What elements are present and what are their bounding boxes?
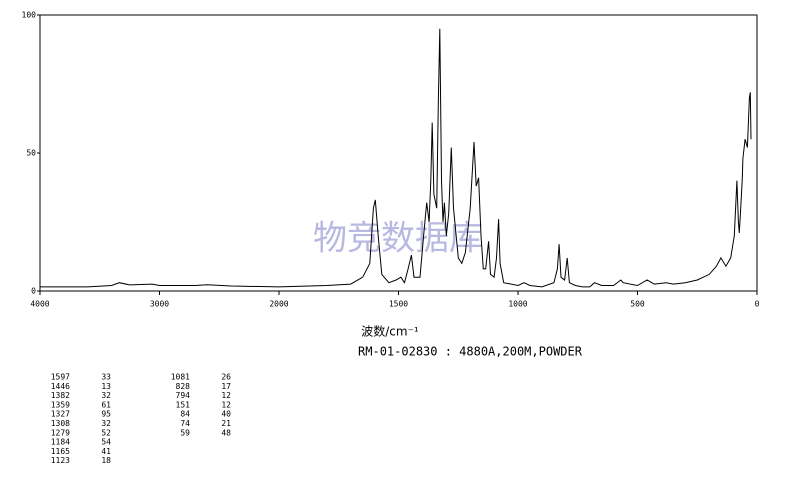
y-tick-label: 100 bbox=[22, 11, 37, 20]
peak-position: 84 bbox=[180, 410, 190, 419]
peak-intensity: 13 bbox=[101, 382, 111, 391]
peak-intensity: 26 bbox=[221, 373, 231, 382]
y-tick-label: 0 bbox=[31, 287, 36, 296]
peak-position: 1597 bbox=[51, 373, 70, 382]
peak-position: 794 bbox=[176, 391, 191, 400]
peak-intensity: 61 bbox=[101, 400, 111, 409]
peak-position: 1382 bbox=[51, 391, 70, 400]
peak-position: 1359 bbox=[51, 400, 70, 409]
x-tick-label: 2000 bbox=[269, 300, 288, 309]
peak-intensity: 12 bbox=[221, 400, 231, 409]
y-tick-label: 50 bbox=[26, 149, 36, 158]
peak-intensity: 48 bbox=[221, 428, 231, 437]
peak-intensity: 41 bbox=[101, 447, 111, 456]
peak-position: 74 bbox=[180, 419, 190, 428]
peak-position: 1081 bbox=[171, 373, 190, 382]
x-tick-label: 4000 bbox=[30, 300, 49, 309]
x-tick-label: 0 bbox=[755, 300, 760, 309]
peak-position: 59 bbox=[180, 428, 190, 437]
peak-position: 1279 bbox=[51, 428, 70, 437]
peak-position: 151 bbox=[176, 400, 191, 409]
peak-intensity: 17 bbox=[221, 382, 231, 391]
x-axis-label: 波数/cm⁻¹ bbox=[361, 324, 419, 339]
peak-intensity: 95 bbox=[101, 410, 111, 419]
peak-position: 1184 bbox=[51, 438, 70, 447]
peak-intensity: 12 bbox=[221, 391, 231, 400]
peak-position: 1327 bbox=[51, 410, 70, 419]
peak-intensity: 33 bbox=[101, 373, 111, 382]
peak-intensity: 54 bbox=[101, 438, 111, 447]
peak-intensity: 18 bbox=[101, 456, 111, 465]
x-tick-label: 1500 bbox=[389, 300, 408, 309]
peak-position: 1446 bbox=[51, 382, 70, 391]
peak-intensity: 52 bbox=[101, 428, 111, 437]
peak-position: 1308 bbox=[51, 419, 70, 428]
peak-intensity: 32 bbox=[101, 419, 111, 428]
subtitle: RM-01-02830 : 4880A,200M,POWDER bbox=[358, 345, 583, 359]
peak-intensity: 32 bbox=[101, 391, 111, 400]
peak-position: 1123 bbox=[51, 456, 70, 465]
peak-position: 1165 bbox=[51, 447, 70, 456]
spectrum-line bbox=[40, 28, 752, 288]
x-tick-label: 3000 bbox=[150, 300, 169, 309]
x-tick-label: 500 bbox=[630, 300, 645, 309]
peak-position: 828 bbox=[176, 382, 191, 391]
peak-intensity: 21 bbox=[221, 419, 231, 428]
peak-intensity: 40 bbox=[221, 410, 231, 419]
x-tick-label: 1000 bbox=[508, 300, 527, 309]
